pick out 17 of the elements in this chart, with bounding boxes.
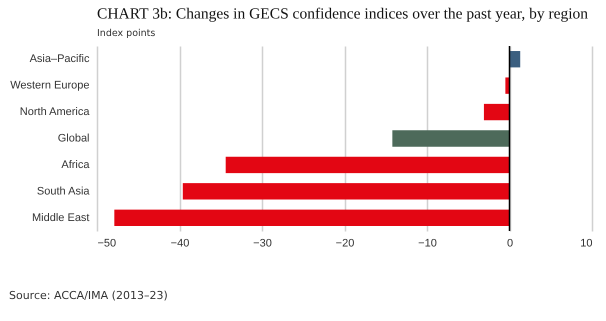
x-tick-label: −40 xyxy=(170,238,190,250)
y-tick-label: Africa xyxy=(61,158,90,171)
x-tick-label: −10 xyxy=(418,238,437,250)
y-tick-label: North America xyxy=(20,106,90,118)
y-tick-label: Global xyxy=(58,132,90,144)
y-tick-label: Asia–Pacific xyxy=(30,53,90,66)
x-tick-label: 10 xyxy=(580,238,592,250)
x-tick-label: 0 xyxy=(506,238,514,250)
x-tick-label: −30 xyxy=(253,238,272,250)
y-tick-label: Western Europe xyxy=(10,80,90,92)
x-tick-label: −20 xyxy=(336,238,354,250)
chart-subtitle: Index points xyxy=(97,28,156,39)
y-tick-label: South Asia xyxy=(36,185,90,198)
y-tick-label: Middle East xyxy=(32,212,90,224)
x-tick-label: −50 xyxy=(98,238,116,250)
source-note: Source: ACCA/IMA (2013–23) xyxy=(9,289,168,302)
chart-title: CHART 3b: Changes in GECS confidence indices over the past year, by region xyxy=(97,5,588,22)
